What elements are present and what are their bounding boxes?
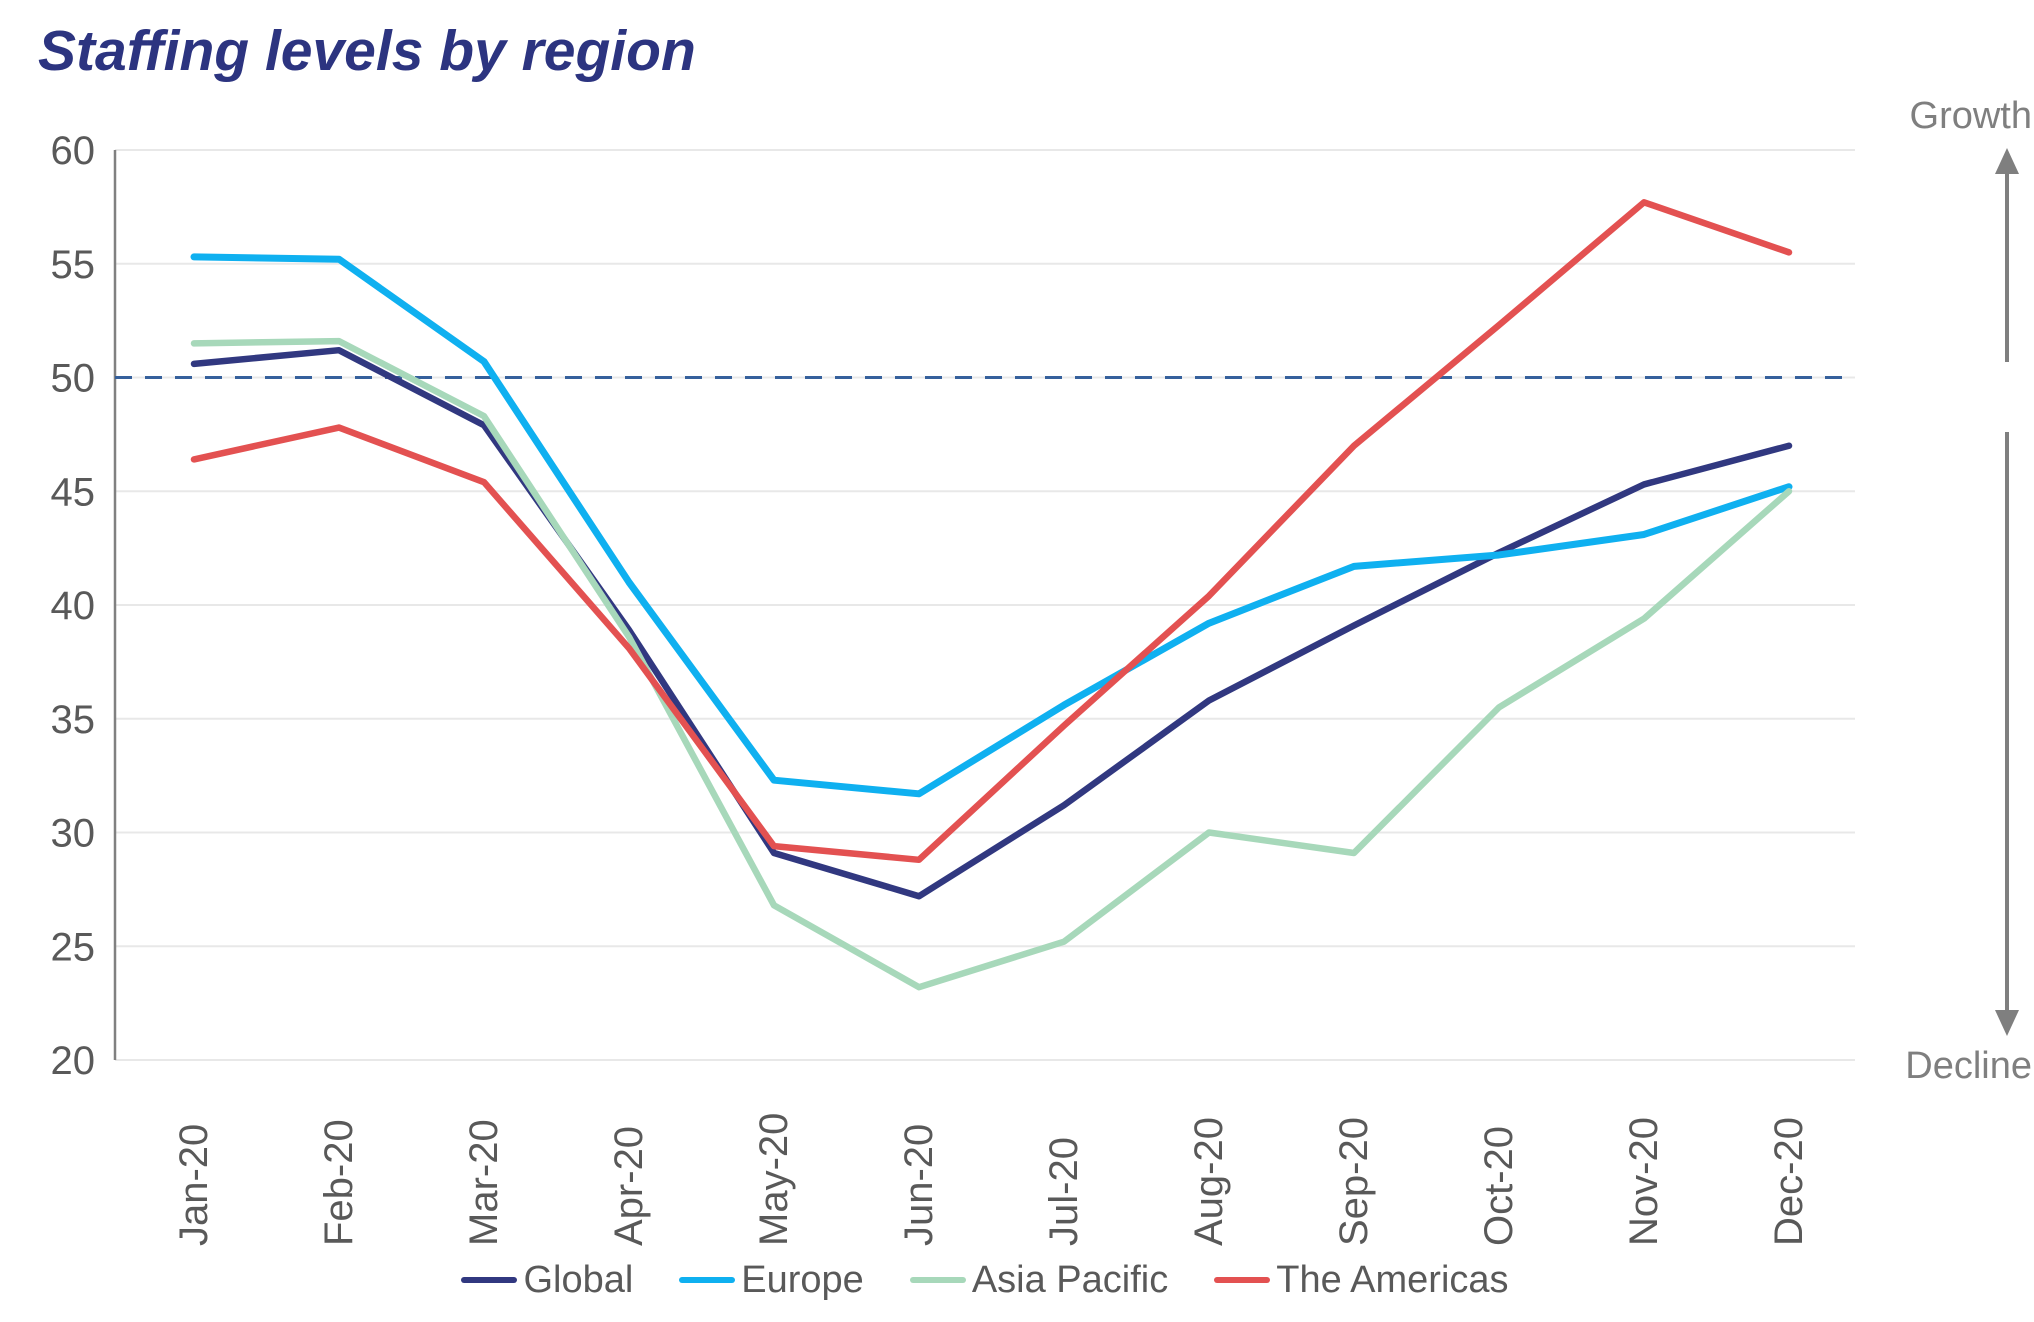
x-tick-label: Jul-20 bbox=[1042, 1137, 1086, 1246]
x-tick-label: Apr-20 bbox=[607, 1126, 651, 1246]
legend-swatch bbox=[679, 1277, 736, 1283]
series-line-the-americas bbox=[190, 199, 1793, 864]
series-line-asia-pacific bbox=[190, 337, 1793, 991]
legend-item-europe: Europe bbox=[679, 1259, 864, 1302]
y-tick-label: 35 bbox=[51, 698, 96, 742]
legend-label: Europe bbox=[741, 1258, 864, 1301]
y-tick-label: 60 bbox=[51, 129, 96, 173]
legend-item-asia-pacific: Asia Pacific bbox=[909, 1258, 1169, 1302]
y-tick-label: 55 bbox=[51, 243, 96, 287]
x-tick-label: Sep-20 bbox=[1332, 1117, 1376, 1246]
legend-label: Global bbox=[523, 1258, 634, 1301]
x-tick-label: Jun-20 bbox=[897, 1124, 941, 1246]
legend-swatch bbox=[909, 1277, 966, 1283]
y-tick-label: 45 bbox=[51, 470, 96, 514]
up-arrow-head bbox=[1995, 148, 2019, 174]
legend-item-the-americas: The Americas bbox=[1214, 1258, 1509, 1302]
down-arrow-head bbox=[1995, 1010, 2019, 1036]
x-tick-label: Dec-20 bbox=[1767, 1117, 1811, 1246]
legend-label: Asia Pacific bbox=[971, 1258, 1169, 1301]
legend-item-global: Global bbox=[461, 1259, 633, 1302]
legend-label: The Americas bbox=[1276, 1258, 1509, 1301]
x-tick-label: May-20 bbox=[752, 1113, 796, 1246]
x-tick-label: Nov-20 bbox=[1622, 1117, 1666, 1246]
legend-swatch bbox=[461, 1277, 518, 1283]
decline-label: Decline bbox=[1905, 1045, 2032, 1087]
y-tick-label: 20 bbox=[51, 1039, 96, 1083]
x-tick-label: Aug-20 bbox=[1187, 1117, 1231, 1246]
x-tick-label: Jan-20 bbox=[172, 1124, 216, 1246]
x-tick-label: Oct-20 bbox=[1477, 1126, 1521, 1246]
chart-title: Staffing levels by region bbox=[38, 19, 696, 83]
y-tick-label: 40 bbox=[51, 584, 96, 628]
x-tick-label: Feb-20 bbox=[317, 1119, 361, 1246]
x-tick-label: Mar-20 bbox=[462, 1119, 506, 1246]
growth-label: Growth bbox=[1910, 95, 2032, 137]
series-line-global bbox=[190, 346, 1793, 900]
legend-swatch bbox=[1214, 1277, 1271, 1283]
y-tick-label: 50 bbox=[51, 357, 96, 401]
series-line-europe bbox=[190, 253, 1793, 798]
legend: Global Europe Asia Pacific The Americas bbox=[115, 1254, 1855, 1306]
y-tick-label: 25 bbox=[51, 925, 96, 969]
y-tick-label: 30 bbox=[51, 812, 96, 856]
